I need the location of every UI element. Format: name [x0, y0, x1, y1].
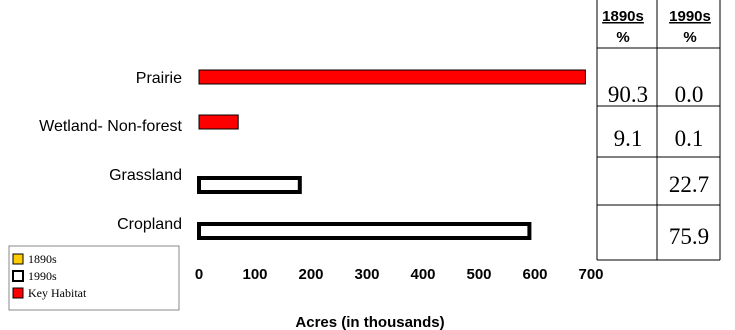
table-cell-wetland-1990s: 0.1 [675, 126, 704, 151]
legend-swatch-key-habitat [12, 287, 24, 299]
legend: 1890s 1990s Key Habitat [8, 245, 180, 311]
legend-box [8, 245, 180, 311]
x-tick-label-0: 0 [195, 266, 203, 283]
table-cell-grassland-1990s: 22.7 [669, 172, 709, 197]
legend-label-key-habitat: Key Habitat [28, 286, 87, 300]
bars [197, 69, 586, 240]
bar-prairie-key-habitat [198, 69, 586, 85]
x-tick-label-400: 400 [410, 266, 435, 283]
x-tick-label-100: 100 [242, 266, 267, 283]
table-cell-prairie-1890s: 90.3 [608, 82, 648, 107]
x-ticks: 0 100 200 300 400 500 600 700 [195, 266, 604, 283]
table-header-1990s-line2: % [683, 29, 696, 46]
x-tick-label-600: 600 [522, 266, 547, 283]
table-header-1890s-line2: % [616, 29, 629, 46]
legend-label-1890s: 1890s [28, 252, 57, 266]
x-tick-label-500: 500 [466, 266, 491, 283]
x-axis-title: Acres (in thousands) [295, 314, 444, 330]
x-tick-label-700: 700 [578, 266, 603, 283]
table-header-1990s-line1: 1990s [669, 8, 711, 25]
table-cell-cropland-1990s: 75.9 [669, 224, 709, 249]
table-header-1990s: 1990s % [669, 8, 711, 46]
table-header-1890s-line1: 1890s [602, 8, 644, 25]
category-label-cropland: Cropland [117, 216, 182, 233]
legend-swatch-1990s [12, 270, 24, 282]
x-tick-label-300: 300 [354, 266, 379, 283]
bar-cropland-1990s [197, 222, 532, 240]
x-tick-label-200: 200 [298, 266, 323, 283]
legend-label-1990s: 1990s [28, 269, 57, 283]
table-cell-wetland-1890s: 9.1 [614, 126, 643, 151]
category-label-prairie: Prairie [136, 70, 182, 87]
bar-grassland-1990s [197, 176, 302, 194]
category-label-grassland: Grassland [109, 167, 182, 184]
table-frame [596, 0, 721, 261]
table-cell-prairie-1990s: 0.0 [675, 82, 704, 107]
table-header-1890s: 1890s % [602, 8, 644, 46]
legend-swatch-1890s [12, 253, 24, 265]
category-label-wetland: Wetland- Non-forest [39, 118, 182, 135]
bar-wetland-key-habitat [198, 114, 239, 130]
